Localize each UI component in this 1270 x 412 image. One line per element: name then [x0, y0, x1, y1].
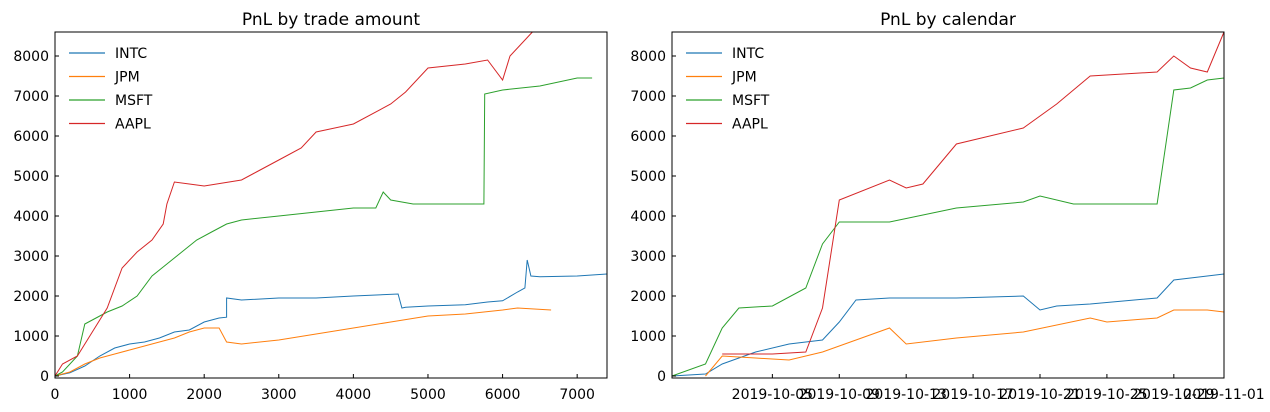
x-tick-label: 2000 — [186, 387, 222, 403]
series-line-intc — [671, 273, 1225, 377]
plot-frame — [54, 31, 608, 379]
series-line-msft — [671, 77, 1225, 377]
x-tick-label: 2019-10-13 — [865, 387, 946, 403]
legend-label-intc: INTC — [115, 46, 147, 62]
y-tick-label: 7000 — [13, 89, 49, 105]
y-tick-label: 8000 — [630, 49, 666, 65]
series-line-aapl — [722, 31, 1225, 355]
series-line-jpm — [705, 309, 1225, 377]
chart-title: PnL by trade amount — [242, 10, 421, 30]
y-tick-label: 2000 — [13, 289, 49, 305]
x-tick-label: 2019-11-01 — [1183, 387, 1264, 403]
y-tick-label: 2000 — [630, 289, 666, 305]
y-tick-label: 6000 — [630, 129, 666, 145]
x-tick-label: 6000 — [485, 387, 521, 403]
series-line-jpm — [54, 307, 552, 377]
legend-label-jpm: JPM — [731, 70, 757, 86]
plot-frame — [671, 31, 1225, 379]
x-tick-label: 2019-10-05 — [732, 387, 813, 403]
legend-label-jpm: JPM — [114, 70, 140, 86]
y-tick-label: 5000 — [13, 169, 49, 185]
series-line-intc — [54, 259, 608, 377]
legend-label-msft: MSFT — [732, 93, 770, 109]
legend-label-aapl: AAPL — [115, 117, 151, 133]
legend: INTC JPM MSFT AAPL — [69, 46, 153, 133]
y-tick-label: 8000 — [13, 49, 49, 65]
x-tick-label: 5000 — [410, 387, 446, 403]
x-tick-label: 4000 — [336, 387, 372, 403]
x-tick-label: 7000 — [559, 387, 595, 403]
y-tick-label: 7000 — [630, 89, 666, 105]
x-tick-label: 0 — [51, 387, 60, 403]
series-line-msft — [54, 77, 593, 377]
legend-label-intc: INTC — [732, 46, 764, 62]
legend-label-aapl: AAPL — [732, 117, 768, 133]
y-tick-label: 4000 — [13, 209, 49, 225]
x-tick-label: 2019-10-21 — [999, 387, 1080, 403]
y-tick-label: 3000 — [13, 249, 49, 265]
series-line-aapl — [54, 31, 533, 377]
y-tick-label: 4000 — [630, 209, 666, 225]
x-tick-label: 1000 — [112, 387, 148, 403]
y-tick-label: 0 — [40, 369, 49, 385]
chart-pnl-by-calendar: PnL by calendar 0 1000 2000 3000 4000 5000 6000… — [630, 10, 1264, 403]
legend-label-msft: MSFT — [115, 93, 153, 109]
y-tick-label: 6000 — [13, 129, 49, 145]
x-tick-label: 2019-10-25 — [1066, 387, 1147, 403]
x-tick-label: 2019-10-29 — [1133, 387, 1214, 403]
chart-title: PnL by calendar — [880, 10, 1016, 30]
x-tick-label: 2019-10-17 — [932, 387, 1013, 403]
y-tick-label: 5000 — [630, 169, 666, 185]
y-tick-label: 3000 — [630, 249, 666, 265]
x-tick-label: 3000 — [261, 387, 297, 403]
legend: INTC JPM MSFT AAPL — [686, 46, 770, 133]
y-tick-label: 1000 — [630, 329, 666, 345]
y-tick-label: 0 — [657, 369, 666, 385]
chart-pnl-by-trade-amount: PnL by trade amount 0 1000 2000 3000 4000 5000… — [13, 10, 608, 403]
y-tick-label: 1000 — [13, 329, 49, 345]
x-tick-label: 2019-10-09 — [799, 387, 880, 403]
